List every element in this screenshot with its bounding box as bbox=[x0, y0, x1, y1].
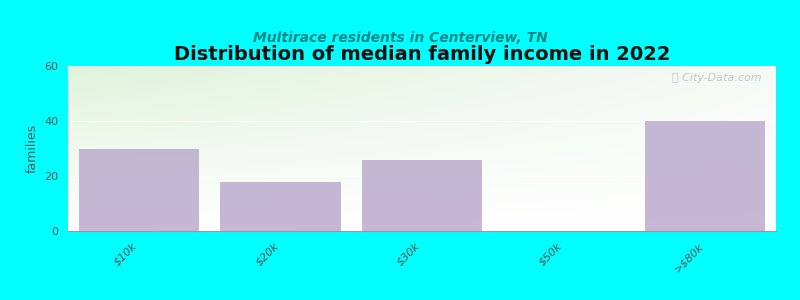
Bar bbox=[645, 121, 766, 231]
Text: Multirace residents in Centerview, TN: Multirace residents in Centerview, TN bbox=[253, 32, 547, 46]
Bar bbox=[362, 160, 482, 231]
Title: Distribution of median family income in 2022: Distribution of median family income in … bbox=[174, 45, 670, 64]
Bar bbox=[220, 182, 341, 231]
Y-axis label: families: families bbox=[26, 124, 38, 173]
Text: ⓘ City-Data.com: ⓘ City-Data.com bbox=[672, 73, 762, 82]
Bar bbox=[78, 148, 199, 231]
